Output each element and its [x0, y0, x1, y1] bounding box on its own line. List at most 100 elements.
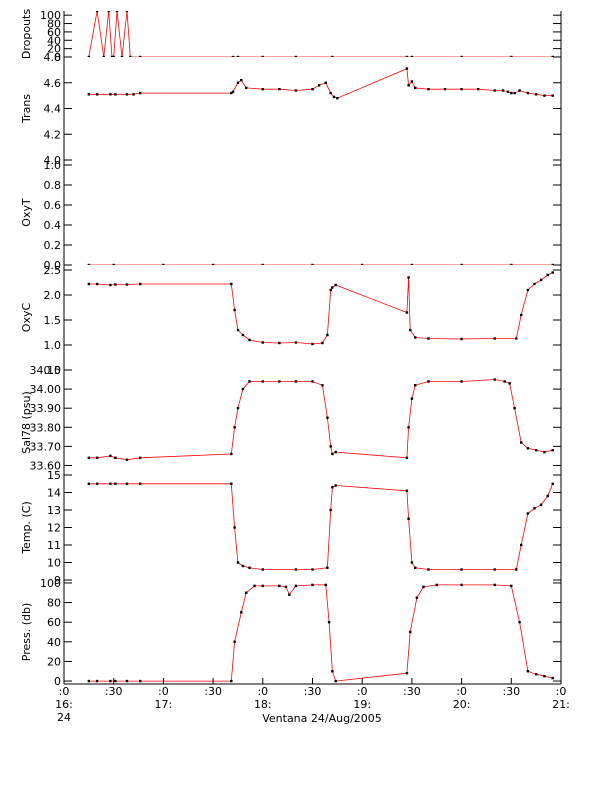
- data-point: [311, 583, 314, 587]
- data-point: [415, 596, 419, 599]
- data-point: [95, 679, 99, 683]
- x-tick-label: :0: [357, 685, 368, 698]
- data-point: [520, 313, 523, 317]
- data-point: [230, 91, 233, 95]
- data-point: [329, 91, 332, 95]
- panel-2: 0.0 0.2 0.4 0.6 0.8 1.0 OxyT: [20, 159, 562, 272]
- data-point: [241, 387, 245, 391]
- data-point: [526, 288, 530, 292]
- data-point: [327, 620, 331, 624]
- data-point: [211, 263, 215, 265]
- y-tick-label: 4.4: [44, 103, 62, 116]
- y-tick-label: 14: [47, 487, 61, 500]
- data-point: [248, 338, 251, 342]
- data-point: [241, 564, 245, 568]
- y-tick-label: 34.10: [30, 364, 62, 377]
- data-point: [551, 448, 554, 452]
- data-point: [294, 89, 298, 92]
- data-point: [405, 456, 409, 460]
- data-point: [95, 93, 99, 96]
- data-point: [543, 94, 546, 97]
- data-point: [405, 311, 409, 314]
- data-point: [311, 342, 314, 346]
- y-tick-label: 60: [47, 26, 61, 39]
- data-point: [493, 337, 496, 340]
- data-point: [460, 87, 463, 91]
- y-tick-label: 0.6: [44, 199, 62, 212]
- y-tick-label: 10: [47, 557, 61, 570]
- data-point: [405, 489, 409, 492]
- data-point: [551, 263, 554, 265]
- data-point: [87, 263, 91, 265]
- data-point: [294, 380, 298, 383]
- data-point: [513, 406, 516, 410]
- data-point: [546, 494, 549, 498]
- x-tick-hour-label: 18:: [254, 698, 272, 711]
- data-point: [443, 87, 447, 91]
- data-point: [460, 55, 463, 57]
- data-point: [112, 55, 115, 57]
- data-point: [361, 263, 364, 265]
- data-point: [284, 585, 288, 589]
- data-point: [95, 282, 99, 286]
- y-tick-label: 0: [54, 675, 61, 688]
- data-point: [109, 283, 112, 287]
- data-point: [233, 426, 236, 429]
- x-axis: :016:24:30:017::30:018::30:019::30:020::…: [55, 678, 570, 724]
- data-point: [326, 333, 329, 337]
- data-point: [543, 450, 546, 454]
- data-point: [526, 91, 530, 95]
- data-point: [460, 380, 463, 383]
- y-tick-label: 4.2: [44, 128, 62, 141]
- data-point: [230, 679, 233, 683]
- data-point: [87, 456, 91, 460]
- data-point: [331, 286, 334, 289]
- series-line: [88, 68, 553, 99]
- data-point: [230, 452, 233, 456]
- y-tick-label: 33.70: [30, 440, 62, 453]
- data-point: [321, 384, 324, 387]
- data-point: [231, 90, 235, 93]
- data-point: [95, 11, 99, 13]
- x-tick-label: :30: [105, 685, 123, 698]
- x-tick-label: :0: [556, 685, 567, 698]
- data-point: [321, 341, 324, 345]
- data-point: [551, 676, 554, 680]
- data-point: [407, 517, 410, 520]
- y-tick-label: 0.2: [44, 239, 62, 252]
- x-tick-label: :30: [304, 685, 322, 698]
- data-point: [107, 11, 110, 13]
- x-tick-hour-label: 19:: [353, 698, 371, 711]
- data-point: [476, 87, 480, 91]
- data-point: [501, 89, 505, 92]
- data-point: [125, 458, 129, 461]
- data-point: [102, 55, 105, 57]
- x-tick-label: :30: [204, 685, 222, 698]
- data-point: [334, 283, 337, 287]
- data-point: [427, 568, 430, 571]
- y-tick-label: 20: [47, 655, 61, 668]
- data-point: [513, 91, 516, 95]
- data-point: [109, 482, 112, 485]
- data-point: [294, 55, 298, 57]
- data-point: [520, 441, 523, 444]
- panel-3: 0.5 1.0 1.5 2.0 2.5 OxyC: [20, 264, 562, 377]
- data-point: [261, 341, 264, 344]
- data-point: [87, 679, 91, 683]
- data-point: [236, 561, 240, 564]
- data-point: [245, 591, 248, 594]
- y-tick-label: 33.90: [30, 402, 62, 415]
- data-point: [261, 380, 264, 383]
- data-point: [551, 55, 554, 57]
- data-point: [551, 94, 554, 97]
- data-point: [331, 486, 334, 489]
- data-point: [510, 263, 513, 265]
- data-point: [518, 620, 521, 624]
- data-point: [510, 55, 513, 57]
- x-tick-day-label: 24: [57, 711, 71, 724]
- data-point: [414, 384, 417, 387]
- data-point: [534, 93, 538, 96]
- data-point: [493, 583, 496, 587]
- data-point: [87, 93, 91, 96]
- data-point: [331, 670, 334, 673]
